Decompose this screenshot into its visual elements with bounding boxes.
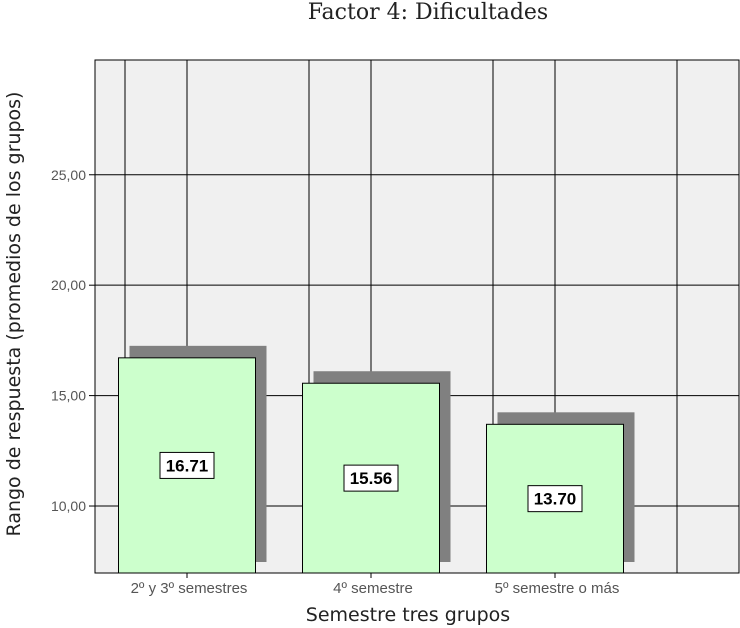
data-label-box — [159, 451, 215, 479]
x-tick-label: 4º semestre — [333, 580, 413, 597]
y-tick-label: 15,00 — [51, 388, 86, 404]
data-label-box — [527, 485, 583, 513]
x-axis: 2º y 3º semestres 4º semestre 5º semestre … — [131, 573, 620, 597]
y-tick-label: 25,00 — [51, 167, 86, 183]
y-tick-label: 20,00 — [51, 277, 86, 293]
chart-title: Factor 4: Dificultades — [308, 0, 548, 25]
bars: 16.71 15.56 13.70 — [118, 345, 635, 574]
x-axis-title: Semestre tres grupos — [306, 604, 510, 626]
data-label: 16.71 — [166, 456, 209, 475]
x-tick-label: 2º y 3º semestres — [131, 580, 248, 597]
data-label: 13.70 — [534, 490, 577, 509]
data-label: 15.56 — [350, 469, 393, 488]
x-tick-label: 5º semestre o más — [495, 580, 620, 597]
y-tick-label: 10,00 — [51, 498, 86, 514]
y-axis: 10,00 15,00 20,00 25,00 — [51, 167, 95, 514]
data-label-box — [343, 464, 399, 492]
y-axis-title: Rango de respuesta (promedios de los gru… — [3, 92, 25, 537]
